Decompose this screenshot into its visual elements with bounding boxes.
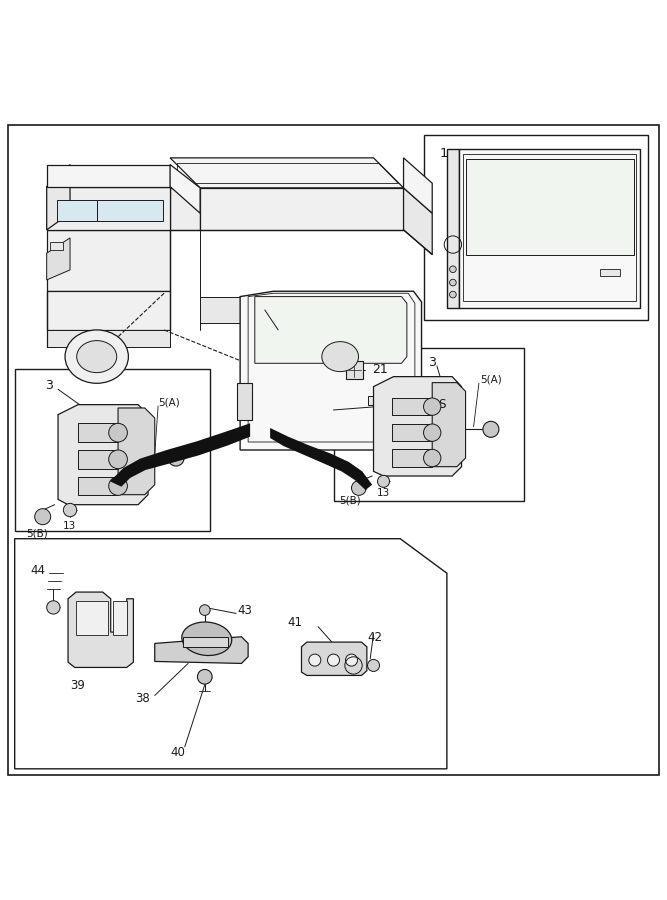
Polygon shape xyxy=(113,600,127,635)
Circle shape xyxy=(483,421,499,437)
Polygon shape xyxy=(110,423,250,487)
Text: 41: 41 xyxy=(287,616,302,628)
Ellipse shape xyxy=(370,337,406,366)
Polygon shape xyxy=(466,158,634,255)
Polygon shape xyxy=(240,292,422,450)
Circle shape xyxy=(47,600,60,614)
Ellipse shape xyxy=(77,340,117,373)
Polygon shape xyxy=(47,330,170,346)
Circle shape xyxy=(450,279,456,286)
Text: 3: 3 xyxy=(428,356,436,369)
Polygon shape xyxy=(301,642,367,675)
Text: 13: 13 xyxy=(377,489,390,499)
Text: NSS: NSS xyxy=(424,398,447,411)
Polygon shape xyxy=(404,188,432,255)
Polygon shape xyxy=(447,148,459,308)
Polygon shape xyxy=(170,165,200,213)
Circle shape xyxy=(450,266,456,273)
Bar xyxy=(15,369,210,531)
Polygon shape xyxy=(78,423,118,442)
Circle shape xyxy=(368,660,380,671)
Polygon shape xyxy=(47,165,70,230)
Text: 44: 44 xyxy=(31,564,45,577)
Polygon shape xyxy=(68,592,133,668)
Polygon shape xyxy=(97,200,163,221)
Circle shape xyxy=(424,398,441,415)
Circle shape xyxy=(352,481,366,495)
Polygon shape xyxy=(392,398,432,415)
Circle shape xyxy=(329,346,351,367)
Circle shape xyxy=(424,424,441,441)
Ellipse shape xyxy=(321,342,359,372)
Polygon shape xyxy=(155,637,248,663)
Polygon shape xyxy=(200,188,404,230)
Polygon shape xyxy=(15,539,447,769)
Circle shape xyxy=(197,670,212,684)
Polygon shape xyxy=(200,297,247,323)
Polygon shape xyxy=(118,408,155,495)
Polygon shape xyxy=(404,158,432,213)
Bar xyxy=(334,348,524,501)
Text: 40: 40 xyxy=(171,746,185,759)
Polygon shape xyxy=(392,449,432,467)
Text: 42: 42 xyxy=(368,631,382,644)
Text: 1: 1 xyxy=(440,148,448,160)
Ellipse shape xyxy=(65,330,128,383)
Bar xyxy=(368,396,395,405)
Circle shape xyxy=(346,654,358,666)
Polygon shape xyxy=(57,200,97,221)
Circle shape xyxy=(168,450,184,466)
Text: 43: 43 xyxy=(237,604,252,617)
Polygon shape xyxy=(237,383,252,420)
Text: 5(A): 5(A) xyxy=(158,398,180,408)
Polygon shape xyxy=(78,450,118,469)
Bar xyxy=(600,269,620,276)
Text: 5(B): 5(B) xyxy=(339,495,361,505)
Text: 5(A): 5(A) xyxy=(480,375,502,385)
Polygon shape xyxy=(374,376,462,476)
Bar xyxy=(424,135,648,320)
Circle shape xyxy=(109,450,127,469)
Text: 21: 21 xyxy=(372,364,388,376)
Text: 39: 39 xyxy=(71,679,85,692)
Circle shape xyxy=(327,654,340,666)
Circle shape xyxy=(378,475,390,488)
Polygon shape xyxy=(183,637,228,647)
Polygon shape xyxy=(255,297,407,364)
Ellipse shape xyxy=(310,330,370,382)
Polygon shape xyxy=(346,361,363,379)
Polygon shape xyxy=(47,230,170,292)
Circle shape xyxy=(85,345,109,369)
Polygon shape xyxy=(170,158,404,188)
Polygon shape xyxy=(58,405,148,505)
Polygon shape xyxy=(76,600,108,635)
Polygon shape xyxy=(47,292,170,330)
Polygon shape xyxy=(47,165,170,186)
Polygon shape xyxy=(170,188,200,230)
Circle shape xyxy=(109,477,127,495)
Ellipse shape xyxy=(182,622,231,655)
Circle shape xyxy=(424,449,441,467)
Polygon shape xyxy=(459,148,640,308)
Circle shape xyxy=(63,503,77,517)
Circle shape xyxy=(35,508,51,525)
Text: 13: 13 xyxy=(63,521,76,531)
Polygon shape xyxy=(47,238,70,280)
Polygon shape xyxy=(270,428,372,490)
Bar xyxy=(50,242,63,250)
Circle shape xyxy=(450,292,456,298)
Text: 3: 3 xyxy=(45,380,53,392)
Polygon shape xyxy=(78,477,118,495)
Circle shape xyxy=(199,605,210,616)
Polygon shape xyxy=(47,186,170,230)
Text: 38: 38 xyxy=(135,692,150,706)
Circle shape xyxy=(309,654,321,666)
Polygon shape xyxy=(392,424,432,441)
Circle shape xyxy=(109,423,127,442)
Polygon shape xyxy=(432,382,466,467)
Text: 5(B): 5(B) xyxy=(27,528,49,538)
